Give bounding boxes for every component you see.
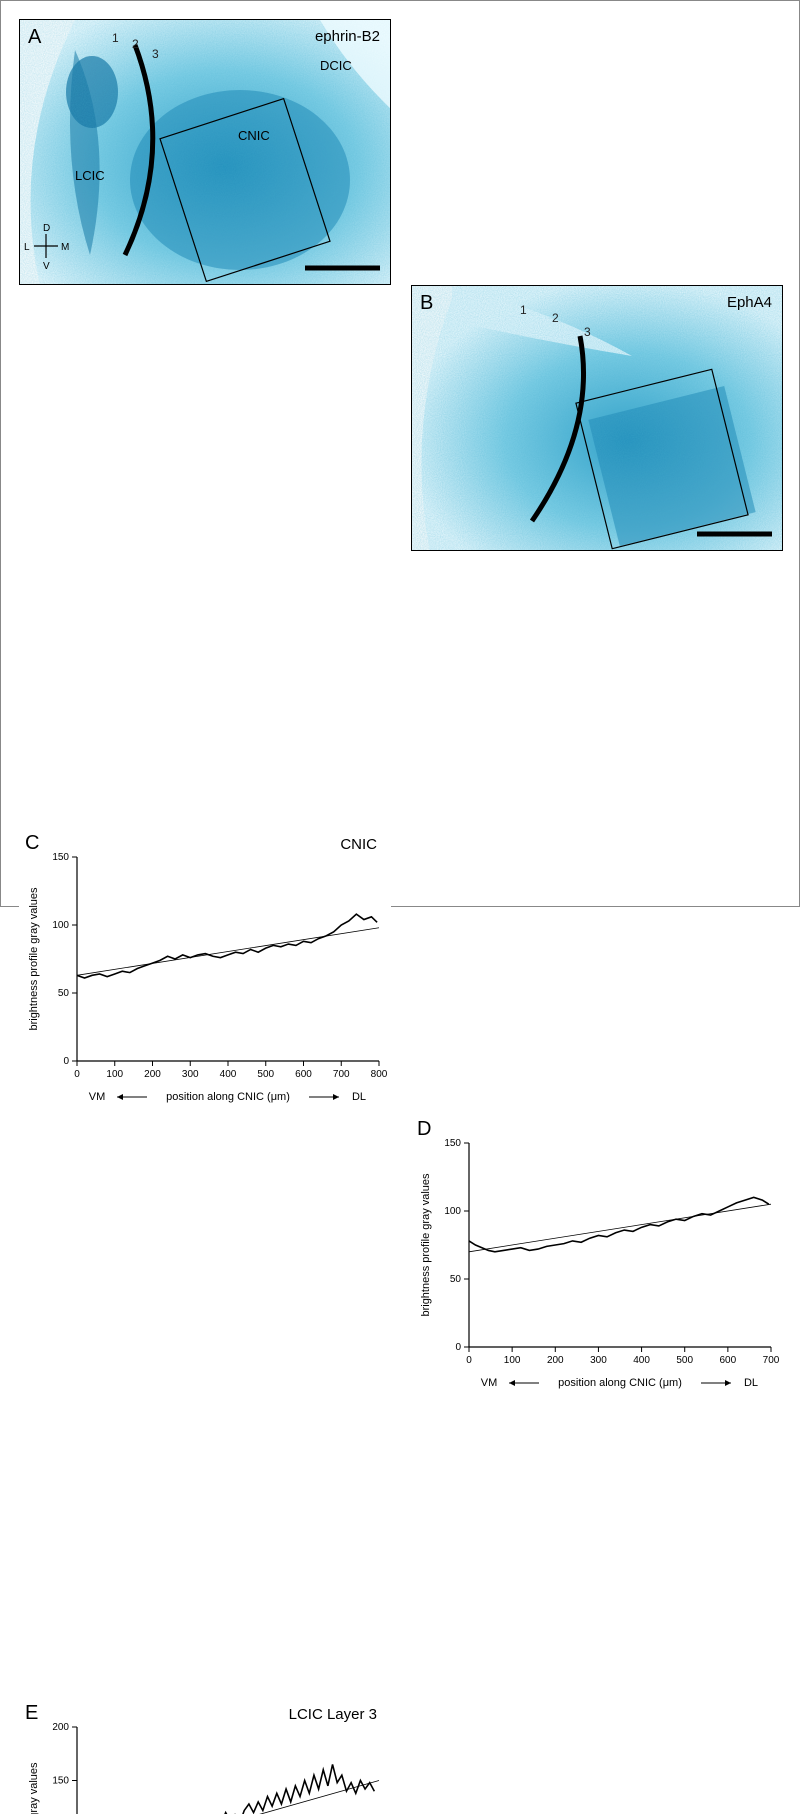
- svg-text:0: 0: [466, 1355, 472, 1366]
- layer-3-b: 3: [584, 325, 591, 339]
- svg-text:DL: DL: [744, 1377, 758, 1389]
- panel-b-title: EphA4: [727, 294, 772, 311]
- svg-text:CNIC: CNIC: [340, 836, 377, 853]
- svg-text:400: 400: [220, 1069, 237, 1080]
- svg-text:0: 0: [455, 1342, 461, 1353]
- layer-2-b: 2: [552, 311, 559, 325]
- svg-text:600: 600: [295, 1069, 312, 1080]
- svg-text:50: 50: [58, 988, 70, 999]
- svg-text:500: 500: [257, 1069, 274, 1080]
- svg-text:300: 300: [182, 1069, 199, 1080]
- svg-text:C: C: [25, 832, 39, 854]
- chart-e-svg: 0501001502000100200300400500600700800900…: [19, 1699, 391, 1814]
- figure: 1 2 3 DCIC LCIC CNIC D V L M A ephrin-B2: [0, 0, 800, 907]
- svg-text:800: 800: [371, 1069, 388, 1080]
- micrograph-a-svg: 1 2 3 DCIC LCIC CNIC D V L M: [20, 20, 391, 285]
- svg-text:100: 100: [52, 920, 69, 931]
- svg-text:200: 200: [547, 1355, 564, 1366]
- svg-text:150: 150: [52, 1776, 69, 1787]
- svg-text:E: E: [25, 1702, 38, 1724]
- dcic-label: DCIC: [320, 58, 352, 73]
- panel-e: 0501001502000100200300400500600700800900…: [19, 1699, 391, 1814]
- layer-2-a: 2: [132, 37, 139, 51]
- svg-text:100: 100: [444, 1206, 461, 1217]
- layer-3-a: 3: [152, 47, 159, 61]
- svg-text:LCIC Layer 3: LCIC Layer 3: [289, 1706, 377, 1723]
- svg-text:600: 600: [720, 1355, 737, 1366]
- svg-text:M: M: [61, 242, 69, 253]
- panel-c: 0 50 100 150 0 100 200 300 400 500 600 700 800 bright…: [19, 829, 391, 1115]
- svg-text:200: 200: [52, 1722, 69, 1733]
- cnic-label: CNIC: [238, 128, 270, 143]
- micrograph-b-svg: 1 2 3: [412, 286, 783, 551]
- svg-text:L: L: [24, 242, 30, 253]
- svg-text:VM: VM: [89, 1091, 106, 1103]
- svg-text:400: 400: [633, 1355, 650, 1366]
- svg-text:0: 0: [63, 1056, 69, 1067]
- svg-text:300: 300: [590, 1355, 607, 1366]
- svg-text:100: 100: [504, 1355, 521, 1366]
- panel-a-title: ephrin-B2: [315, 28, 380, 45]
- svg-text:position along CNIC (μm): position along CNIC (μm): [166, 1091, 290, 1103]
- svg-text:VM: VM: [481, 1377, 498, 1389]
- layer-1-a: 1: [112, 31, 119, 45]
- svg-text:D: D: [417, 1118, 431, 1140]
- svg-text:50: 50: [450, 1274, 462, 1285]
- svg-text:DL: DL: [352, 1091, 366, 1103]
- chart-d-svg: 0 50 100 150 0 100 200 300 400 500 600 700 brightnes…: [411, 1115, 783, 1401]
- svg-text:brightness profile gray values: brightness profile gray values: [28, 887, 40, 1031]
- svg-text:V: V: [43, 261, 50, 272]
- chart-c-svg: 0 50 100 150 0 100 200 300 400 500 600 700 800 bright…: [19, 829, 391, 1115]
- layer-1-b: 1: [520, 303, 527, 317]
- panel-a-label: A: [28, 26, 41, 49]
- panel-a: 1 2 3 DCIC LCIC CNIC D V L M A ephrin-B2: [19, 19, 391, 285]
- svg-text:0: 0: [74, 1069, 80, 1080]
- panel-b-label: B: [420, 292, 433, 315]
- svg-text:100: 100: [106, 1069, 123, 1080]
- svg-text:brightness profile gray values: brightness profile gray values: [420, 1173, 432, 1317]
- svg-text:700: 700: [763, 1355, 780, 1366]
- svg-text:700: 700: [333, 1069, 350, 1080]
- svg-text:150: 150: [444, 1138, 461, 1149]
- svg-text:D: D: [43, 223, 50, 234]
- svg-text:150: 150: [52, 852, 69, 863]
- panel-b: 1 2 3 B EphA4: [411, 285, 783, 551]
- panel-d: 0 50 100 150 0 100 200 300 400 500 600 700 brightnes…: [411, 1115, 783, 1401]
- svg-text:brightness profile gray values: brightness profile gray values: [28, 1762, 40, 1814]
- svg-text:position along CNIC (μm): position along CNIC (μm): [558, 1377, 682, 1389]
- lcic-label: LCIC: [75, 168, 105, 183]
- svg-text:200: 200: [144, 1069, 161, 1080]
- svg-text:500: 500: [676, 1355, 693, 1366]
